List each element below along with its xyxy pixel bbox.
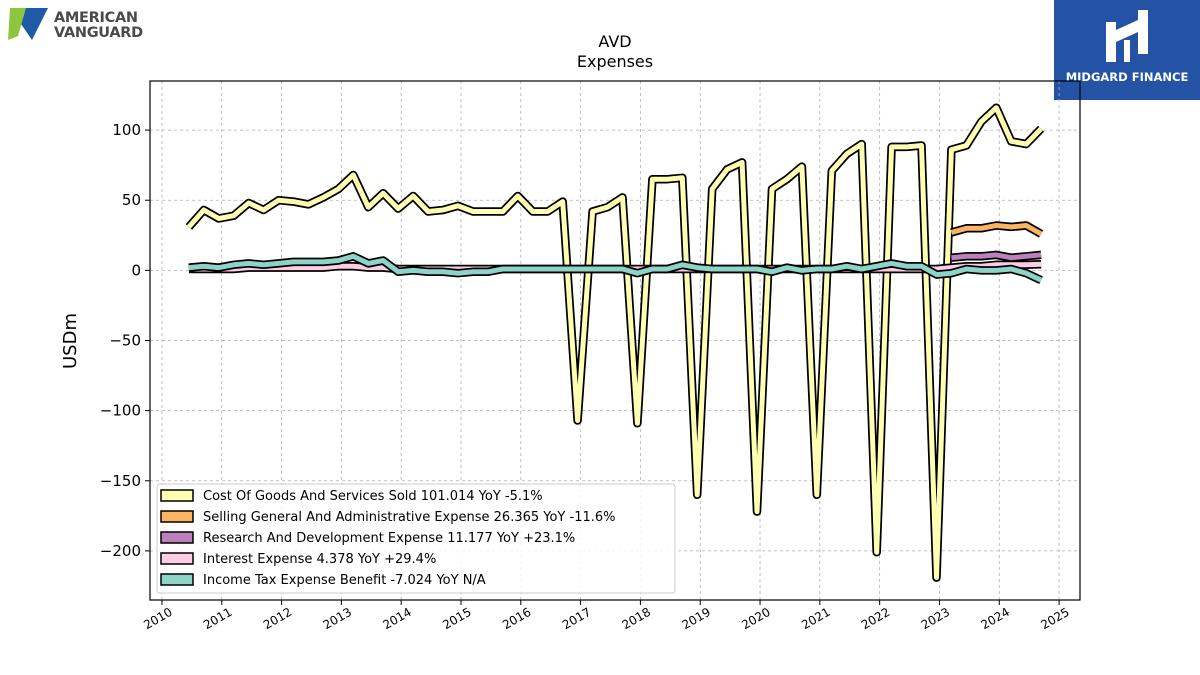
legend-box (156, 483, 676, 594)
series-line (950, 223, 1043, 237)
legend-label: Cost Of Goods And Services Sold 101.014 … (203, 489, 543, 504)
series-line (188, 253, 1043, 283)
american-vanguard-mark-icon (8, 8, 48, 40)
midgard-finance-logo: MIDGARD FINANCE (1054, 0, 1200, 100)
legend-label: Research And Development Expense 11.177 … (203, 531, 575, 546)
x-tick-label: 2019 (679, 605, 712, 632)
legend-swatch (160, 573, 194, 586)
series-2 (951, 250, 1042, 262)
legend-swatch (160, 489, 194, 502)
left-brand-line1: AMERICAN (54, 10, 138, 26)
y-tick-label: 0 (131, 261, 141, 279)
x-tick-label: 2024 (979, 605, 1012, 632)
series-4 (188, 252, 1043, 285)
legend-swatch (160, 552, 194, 565)
y-tick-label: 100 (112, 121, 141, 139)
midgard-mark-icon (1106, 10, 1148, 62)
x-tick-label: 2013 (321, 605, 354, 632)
legend-label: Income Tax Expense Benefit -7.024 YoY N/… (203, 573, 486, 588)
y-tick-label: −100 (100, 402, 141, 420)
legend: Cost Of Goods And Services Sold 101.014 … (156, 483, 676, 594)
x-tick-label: 2018 (620, 605, 653, 632)
x-tick-label: 2021 (799, 605, 832, 632)
x-tick-label: 2022 (859, 605, 892, 632)
x-tick-label: 2012 (261, 605, 294, 632)
american-vanguard-logo: AMERICAN VANGUARD (6, 6, 166, 46)
left-brand-line2: VANGUARD (54, 25, 143, 41)
x-tick-label: 2017 (560, 605, 593, 632)
y-tick-label: 50 (122, 191, 141, 209)
chart-title: AVD (598, 32, 631, 51)
x-tick-label: 2015 (440, 605, 473, 632)
right-brand-text: MIDGARD FINANCE (1065, 70, 1189, 84)
legend-label: Interest Expense 4.378 YoY +29.4% (203, 552, 436, 567)
x-tick-label: 2025 (1038, 605, 1071, 632)
y-tick-label: −200 (100, 542, 141, 560)
series-1 (950, 221, 1044, 238)
series-lines (185, 103, 1045, 582)
x-tick-label: 2020 (739, 605, 772, 632)
legend-label: Selling General And Administrative Expen… (203, 510, 616, 525)
y-tick-label: −50 (109, 332, 141, 350)
legend-swatch (160, 510, 194, 523)
x-tick-label: 2011 (201, 605, 234, 632)
x-tick-label: 2016 (500, 605, 533, 632)
y-axis-label: USDm (60, 313, 81, 369)
chart-subtitle: Expenses (577, 52, 653, 71)
series-line (187, 105, 1043, 581)
legend-swatch (160, 531, 194, 544)
series-0 (185, 103, 1045, 582)
x-tick-label: 2014 (380, 605, 413, 632)
series-line (951, 252, 1042, 261)
x-tick-label: 2010 (141, 605, 174, 632)
x-tick-label: 2023 (919, 605, 952, 632)
y-tick-label: −150 (100, 472, 141, 490)
